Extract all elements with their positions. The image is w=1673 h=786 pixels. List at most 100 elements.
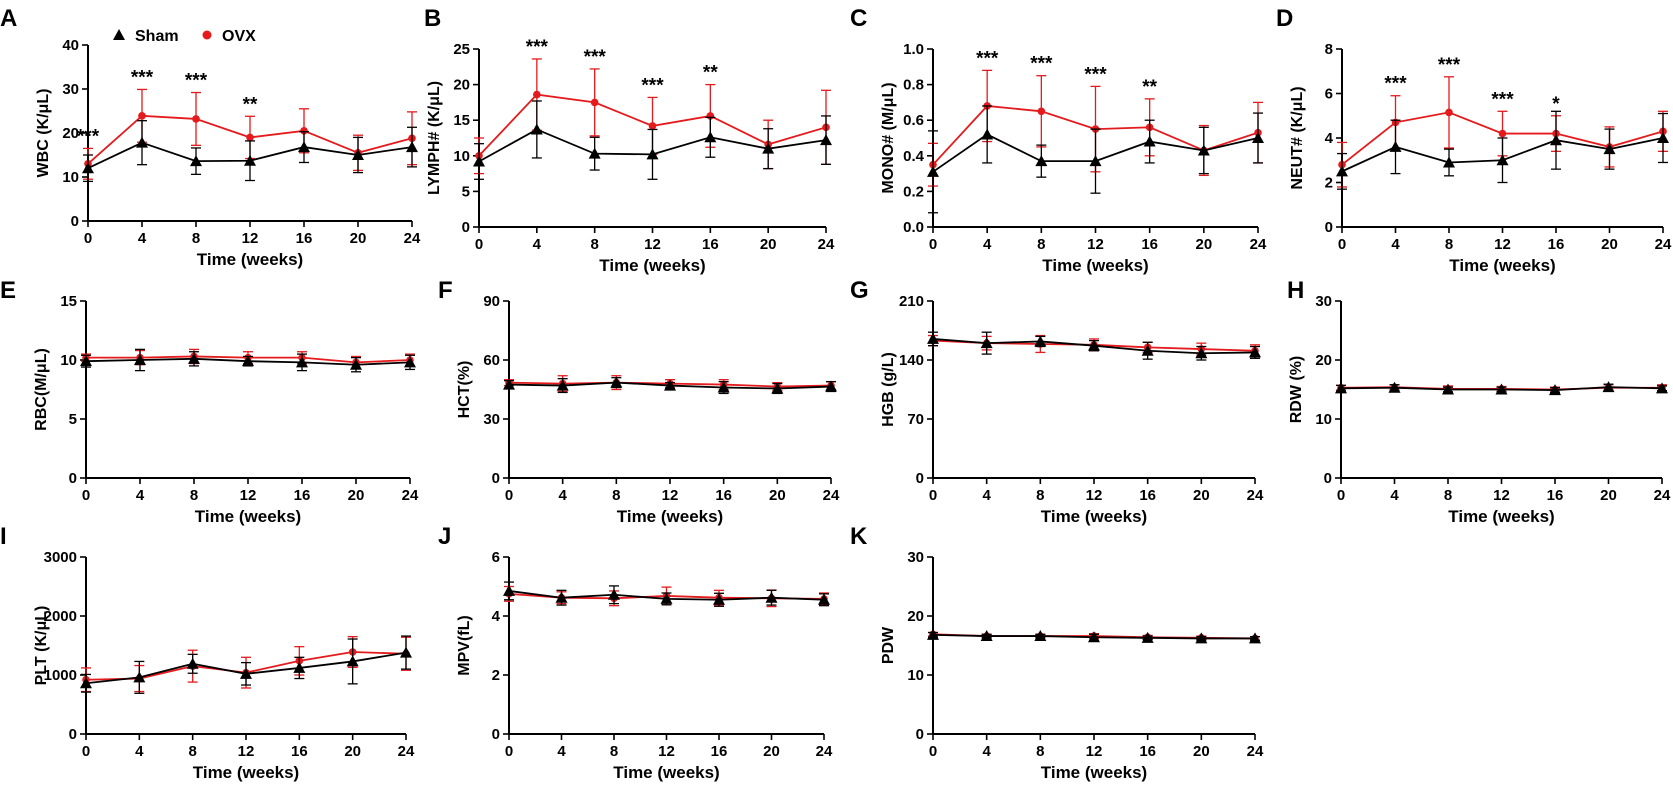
y-tick-label: 0 [916, 726, 924, 743]
x-tick-label: 24 [1655, 236, 1672, 253]
chart-panel-a: A 0 10 20 30 40 0 4 8 12 16 20 24 Time (weeks) WBC (K/… [0, 5, 421, 269]
x-tick-label: 24 [1250, 236, 1267, 253]
x-tick-label: 24 [402, 487, 419, 504]
chart-panel-k: K 0 10 20 30 0 4 8 12 16 20 24 Time (weeks) PDW [850, 523, 1264, 782]
series-sham [1335, 381, 1668, 396]
y-tick-label: 15 [453, 112, 470, 129]
data-point [473, 155, 485, 167]
panel-letter: K [850, 523, 868, 550]
x-tick-label: 12 [238, 743, 255, 760]
y-tick-label: 30 [907, 549, 924, 566]
data-point [136, 136, 148, 148]
data-point [346, 655, 359, 667]
x-tick-label: 16 [702, 236, 719, 253]
y-tick-label: 3000 [44, 549, 77, 566]
data-point [818, 593, 830, 605]
y-axis-label: RDW (%) [1288, 356, 1305, 424]
y-tick-label: 0 [492, 470, 500, 487]
data-point [556, 379, 569, 391]
y-tick-label: 5 [69, 411, 77, 428]
data-point [1603, 143, 1616, 155]
x-tick-label: 8 [1036, 487, 1044, 504]
panel-letter: F [438, 277, 453, 304]
panel-letter: G [850, 277, 869, 304]
y-tick-label: 25 [453, 41, 470, 58]
data-point [1442, 383, 1454, 395]
y-axis-label: PLT (K/μL) [33, 606, 50, 686]
x-tick-label: 0 [84, 230, 92, 247]
series-sham [473, 100, 832, 180]
x-tick-label: 12 [658, 743, 675, 760]
series-sham [82, 120, 418, 183]
data-point [530, 123, 543, 135]
y-tick-label: 10 [62, 169, 79, 186]
data-point [400, 646, 412, 658]
data-point [1498, 129, 1507, 138]
data-point [138, 112, 146, 120]
y-tick-label: 15 [60, 293, 77, 310]
x-tick-label: 24 [398, 743, 415, 760]
significance-label: *** [526, 37, 549, 58]
x-tick-label: 20 [350, 230, 367, 247]
significance-label: ** [243, 94, 258, 115]
x-tick-label: 20 [763, 743, 780, 760]
series-sham [927, 331, 1261, 361]
data-point [660, 592, 673, 604]
x-axis-label: Time (weeks) [1449, 256, 1555, 275]
data-point [1549, 384, 1561, 396]
y-tick-label: 70 [907, 411, 924, 428]
data-point [588, 147, 601, 159]
data-point [825, 380, 837, 392]
data-point [1034, 630, 1047, 642]
y-tick-label: 30 [1315, 293, 1332, 310]
data-point [646, 148, 659, 160]
x-tick-label: 4 [135, 743, 144, 760]
chart-panel-c: C 0.0 0.2 0.4 0.6 0.8 1.0 0 4 8 12 16 20 24 Time (week… [850, 5, 1267, 275]
data-point [1335, 382, 1347, 394]
x-tick-label: 0 [505, 487, 513, 504]
x-axis-label: Time (weeks) [599, 256, 705, 275]
data-point [1197, 144, 1210, 156]
y-tick-label: 10 [1315, 411, 1332, 428]
y-tick-label: 0 [1324, 470, 1332, 487]
panel-letter: H [1287, 277, 1304, 304]
y-tick-label: 0 [462, 219, 470, 236]
x-tick-label: 16 [711, 743, 728, 760]
data-point [1249, 632, 1261, 644]
data-point [1088, 631, 1100, 643]
data-point [1443, 156, 1455, 168]
significance-label: *** [976, 48, 999, 69]
x-axis-label: Time (weeks) [613, 763, 719, 782]
significance-label: *** [1491, 89, 1514, 110]
x-tick-label: 16 [291, 743, 308, 760]
y-tick-label: 20 [62, 125, 79, 142]
data-point [1143, 135, 1156, 147]
y-tick-label: 0 [1325, 219, 1333, 236]
x-axis-label: Time (weeks) [197, 250, 303, 269]
data-point [610, 376, 623, 388]
y-axis-label: MONO# (M/μL) [880, 82, 897, 193]
x-tick-label: 20 [344, 743, 361, 760]
series-sham [927, 628, 1261, 644]
data-point [590, 98, 599, 107]
x-tick-label: 8 [1036, 743, 1044, 760]
significance-label: *** [1030, 54, 1053, 75]
data-point [352, 149, 364, 160]
x-tick-label: 16 [715, 487, 732, 504]
y-tick-label: 20 [907, 608, 924, 625]
y-axis-label: WBC (K/μL) [35, 89, 52, 178]
y-tick-label: 1000 [44, 667, 77, 684]
y-axis-label: LYMPH# (K/μL) [426, 81, 443, 195]
x-tick-label: 0 [475, 236, 483, 253]
x-axis-label: Time (weeks) [1448, 507, 1554, 526]
x-tick-label: 12 [242, 230, 259, 247]
data-point [771, 382, 784, 394]
x-tick-label: 8 [188, 743, 196, 760]
x-tick-label: 12 [1494, 236, 1511, 253]
data-point [296, 356, 308, 368]
data-point [244, 154, 256, 166]
x-tick-label: 8 [612, 487, 620, 504]
